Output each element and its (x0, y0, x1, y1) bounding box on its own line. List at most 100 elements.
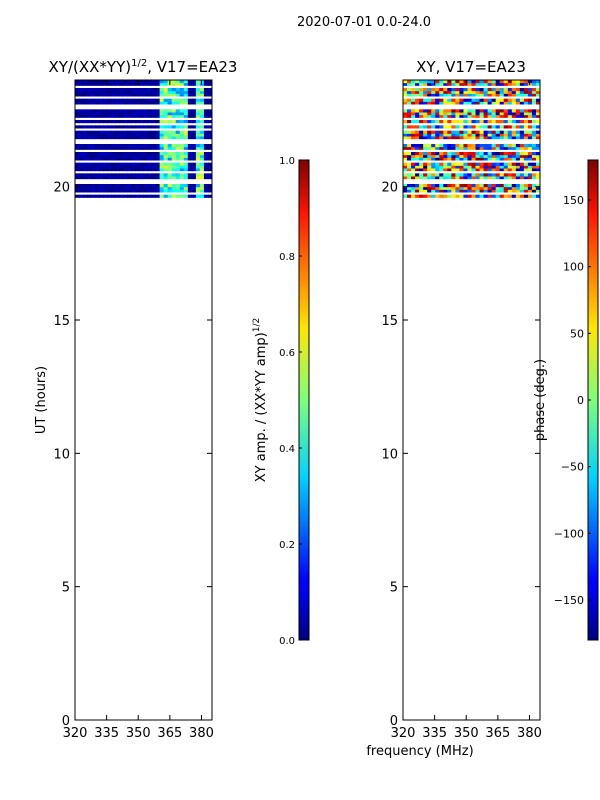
heatmap-cell (439, 152, 444, 156)
heatmap-cell (151, 120, 157, 124)
heatmap-cell (499, 146, 505, 150)
heatmap-cell (427, 120, 432, 124)
heatmap-cell (523, 120, 529, 124)
heatmap-cell (463, 109, 468, 113)
heatmap-cell (531, 176, 537, 180)
heatmap-cell (527, 133, 533, 137)
heatmap-cell (499, 173, 505, 177)
heatmap-cell (427, 154, 432, 158)
heatmap-cell (155, 176, 161, 180)
heatmap-cell (535, 120, 540, 124)
heatmap-cell (83, 162, 88, 166)
heatmap-cell (139, 173, 144, 177)
heatmap-cell (411, 112, 416, 116)
heatmap-cell (151, 154, 157, 158)
heatmap-cell (431, 109, 436, 113)
heatmap-cell (519, 112, 525, 116)
heatmap-cell (415, 136, 420, 140)
heatmap-cell (115, 146, 120, 150)
heatmap-cell (451, 168, 456, 172)
heatmap-cell (463, 120, 468, 124)
heatmap-cell (83, 186, 88, 190)
heatmap-cell (415, 90, 420, 94)
heatmap-cell (79, 130, 84, 134)
heatmap-cell (439, 189, 444, 193)
heatmap-cell (511, 120, 517, 124)
heatmap-cell (191, 168, 197, 172)
heatmap-cell (423, 109, 428, 113)
heatmap-cell (475, 125, 481, 129)
heatmap-cell (427, 165, 432, 169)
heatmap-cell (447, 189, 452, 193)
heatmap-cell (131, 186, 136, 190)
heatmap-cell (183, 168, 189, 172)
heatmap-cell (187, 189, 193, 193)
heatmap-cell (463, 114, 468, 118)
heatmap-cell (75, 88, 80, 92)
heatmap-cell (523, 125, 529, 129)
heatmap-cell (115, 114, 120, 118)
heatmap-cell (507, 189, 513, 193)
heatmap-cell (123, 112, 128, 116)
heatmap-cell (91, 125, 96, 129)
heatmap-cell (111, 93, 116, 97)
heatmap-cell (79, 93, 84, 97)
heatmap-cell (491, 184, 497, 188)
heatmap-cell (87, 157, 92, 161)
heatmap-cell (75, 101, 80, 105)
heatmap-cell (135, 186, 140, 190)
heatmap-cell (187, 114, 193, 118)
heatmap-cell (163, 125, 169, 129)
heatmap-cell (515, 189, 521, 193)
heatmap-cell (135, 120, 140, 124)
heatmap-cell (531, 189, 537, 193)
heatmap-cell (463, 125, 468, 129)
heatmap-cell (75, 112, 80, 116)
heatmap-cell (451, 120, 456, 124)
heatmap-cell (507, 136, 513, 140)
heatmap-cell (75, 98, 80, 102)
heatmap-cell (95, 136, 100, 140)
heatmap-cell (511, 136, 517, 140)
heatmap-cell (119, 176, 124, 180)
heatmap-cell (471, 165, 477, 169)
heatmap-cell (519, 120, 525, 124)
heatmap-cell (203, 157, 209, 161)
heatmap-cell (163, 80, 169, 84)
heatmap-cell (171, 114, 177, 118)
heatmap-cell (183, 112, 189, 116)
heatmap-cell (419, 144, 424, 148)
heatmap-cell (111, 101, 116, 105)
heatmap-cell (487, 162, 493, 166)
heatmap-cell (171, 109, 177, 113)
heatmap-cell (99, 157, 104, 161)
heatmap-cell (523, 98, 529, 102)
heatmap-cell (167, 109, 173, 113)
heatmap-cell (155, 133, 161, 137)
heatmap-cell (475, 154, 481, 158)
heatmap-cell (167, 133, 173, 137)
heatmap-cell (183, 98, 189, 102)
heatmap-cell (467, 98, 472, 102)
heatmap-cell (103, 88, 108, 92)
heatmap-cell (199, 120, 205, 124)
heatmap-cell (519, 101, 525, 105)
heatmap-cell (107, 120, 112, 124)
heatmap-cell (83, 136, 88, 140)
heatmap-cell (75, 154, 80, 158)
heatmap-cell (99, 144, 104, 148)
heatmap-cell (467, 109, 472, 113)
heatmap-cell (91, 152, 96, 156)
heatmap-cell (467, 184, 472, 188)
heatmap-cell (519, 165, 525, 169)
heatmap-cell (423, 120, 428, 124)
heatmap-cell (135, 90, 140, 94)
heatmap-cell (463, 189, 468, 193)
heatmap-cell (203, 184, 209, 188)
heatmap-cell (155, 173, 161, 177)
heatmap-cell (427, 176, 432, 180)
heatmap-cell (131, 157, 136, 161)
heatmap-cell (419, 162, 424, 166)
heatmap-cell (103, 173, 108, 177)
heatmap-cell (515, 184, 521, 188)
